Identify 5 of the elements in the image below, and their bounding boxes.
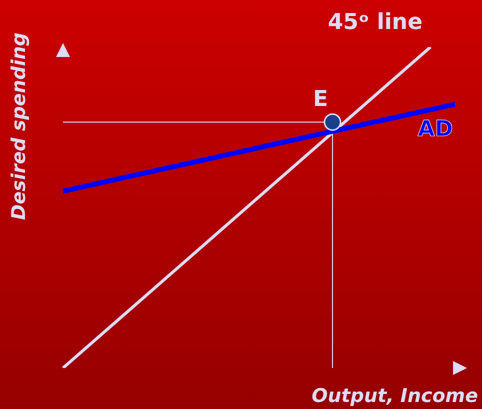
series-label: E xyxy=(312,87,328,112)
x-axis-title: Output, Income xyxy=(312,385,478,407)
series-label: AD xyxy=(418,117,453,142)
series-label: 45ᵒ line xyxy=(328,10,422,35)
y-axis-title: Desired spending xyxy=(8,32,30,220)
